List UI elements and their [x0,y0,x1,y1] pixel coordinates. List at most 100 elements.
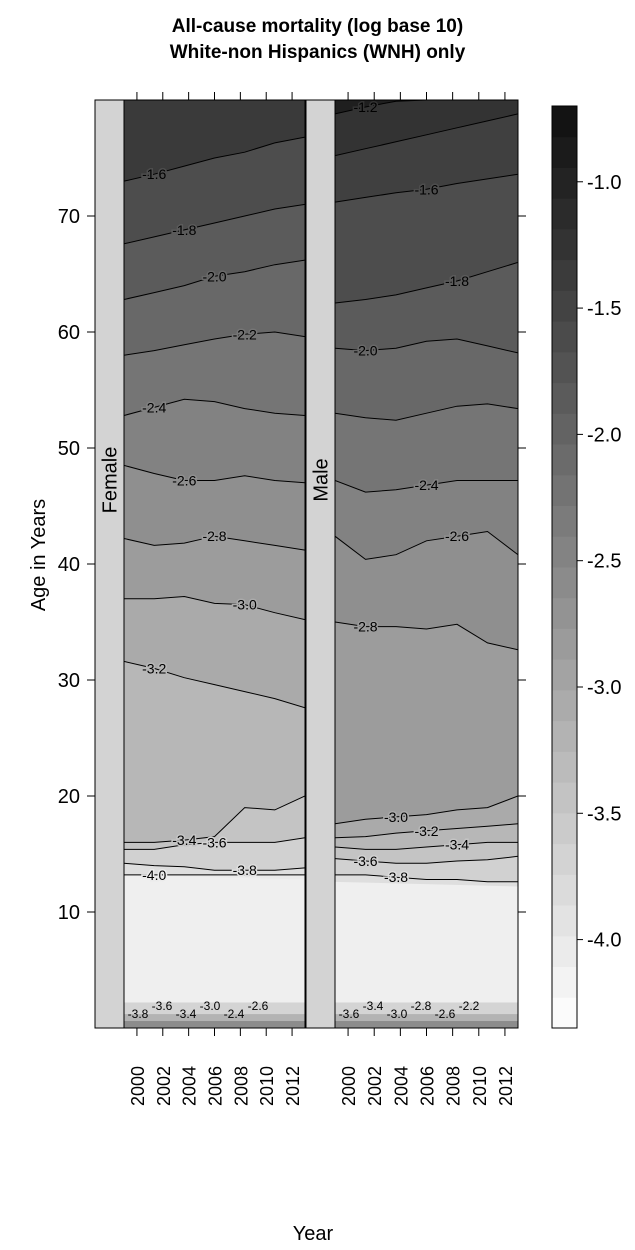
contour-label-infant: -3.0 [387,1007,408,1021]
y-tick-label: 60 [58,322,80,344]
contour-label: -3.8 [384,869,408,885]
color-key-tick-label: -2.5 [587,551,621,573]
color-key-swatch [552,874,577,906]
band-infant [124,1021,305,1028]
color-key-swatch [552,474,577,506]
contour-label: -2.0 [353,343,377,359]
color-key-tick-label: -4.0 [587,930,621,952]
contour-line [124,862,305,871]
contour-label-infant: -2.4 [224,1007,245,1021]
y-tick-label: 20 [58,786,80,808]
contour-line [124,398,305,416]
contour-label: -3.8 [233,862,257,878]
contour-line [335,621,518,651]
contour-label: -2.6 [445,528,469,544]
contour-label: -3.0 [233,597,257,613]
color-key-swatch [552,351,577,384]
x-tick-label: 2000 [339,1066,359,1106]
chart-title: All-cause mortality (log base 10) White-… [0,14,635,66]
color-key-swatch [552,628,577,660]
band-lowest [124,874,305,1003]
contour-label: -3.6 [202,834,226,850]
x-tick-label: 2002 [154,1066,174,1106]
band-infant [335,1021,518,1028]
contour-line [335,530,518,560]
y-tick-label: 30 [58,670,80,692]
contour-line [124,837,305,850]
panel-female: Female-1.6-1.8-2.0-2.2-2.4-2.6-2.8-3.0-3… [94,92,306,1106]
color-key-tick-label: -1.0 [587,172,621,194]
contour-label: -1.8 [172,222,196,238]
x-tick-label: 2010 [257,1066,277,1106]
chart-title-line-1: All-cause mortality (log base 10) [171,16,464,37]
contour-line [124,136,305,182]
contour-line [124,259,305,300]
x-tick-label: 2008 [231,1066,251,1106]
contour-line [335,338,518,354]
color-key-swatch [552,536,577,568]
x-tick-label: 2000 [128,1066,148,1106]
color-key-swatch [552,382,577,414]
contour-label: -2.4 [142,399,166,415]
contour-label: -3.4 [445,837,469,853]
x-tick-label: 2012 [283,1066,303,1106]
x-tick-label: 2004 [391,1066,411,1106]
contour-label-infant: -3.4 [176,1007,197,1021]
contour-label: -4.0 [142,867,166,883]
contour-label: -2.6 [172,473,196,489]
contour-label: -2.0 [202,268,226,284]
contour-label: -2.8 [202,528,226,544]
color-key-swatch [552,228,577,261]
chart-title-line-2: White-non Hispanics (WNH) only [169,42,466,63]
color-key-swatch [552,136,577,168]
color-key-swatch [552,751,577,783]
color-key-swatch [552,597,577,629]
contour-label: -1.6 [142,166,166,182]
color-key-swatch [552,321,577,353]
contour-line [335,113,518,157]
x-tick-label: 2010 [470,1066,490,1106]
color-key-swatch [552,812,577,845]
panel-strip [305,99,336,1029]
contour-line [335,173,518,203]
contour-label-infant: -2.2 [459,999,480,1013]
y-tick-label: 70 [58,206,80,228]
contour-line [335,841,518,850]
contour-label-infant: -2.6 [435,1007,456,1021]
contour-line [124,464,305,484]
color-key-swatch [552,259,577,291]
contour-line [124,535,305,551]
contour-label: -3.2 [142,660,166,676]
contour-line [335,855,518,864]
x-tick-label: 2012 [496,1066,516,1106]
contour-label-infant: -2.8 [411,999,432,1013]
color-key-swatch [552,659,577,691]
contour-label-infant: -3.6 [339,1007,360,1021]
contour-label-infant: -2.6 [248,999,269,1013]
color-key-swatch [552,935,577,967]
color-key-swatch [552,567,577,599]
contour-line [335,100,518,115]
color-key-swatch [552,290,577,322]
color-key-swatch [552,689,577,722]
color-key-swatch [552,720,577,752]
color-key-swatch [552,843,577,875]
contour-label: -1.8 [445,273,469,289]
y-tick-label: 50 [58,438,80,460]
y-axis-label: Age in Years [28,499,50,611]
color-key: -1.0 -1.5 -2.0 -2.5 -3.0 -3.5 -4.0 [551,105,621,1029]
contour-line [335,795,518,825]
contour-label: -2.4 [414,477,438,493]
axes-layer: Age in Years Year 10 20 30 40 50 60 70 [28,206,526,1245]
contour-label-infant: -3.6 [152,999,173,1013]
contour-label: -3.0 [384,809,408,825]
x-axis-label: Year [293,1223,334,1245]
color-key-swatch [552,505,577,537]
color-key-tick-label: -3.0 [587,677,621,699]
contour-label: -2.8 [353,619,377,635]
contour-label: -3.2 [414,823,438,839]
color-key-swatch [552,198,577,230]
panel-fill [335,100,518,1028]
contour-line [124,595,305,621]
